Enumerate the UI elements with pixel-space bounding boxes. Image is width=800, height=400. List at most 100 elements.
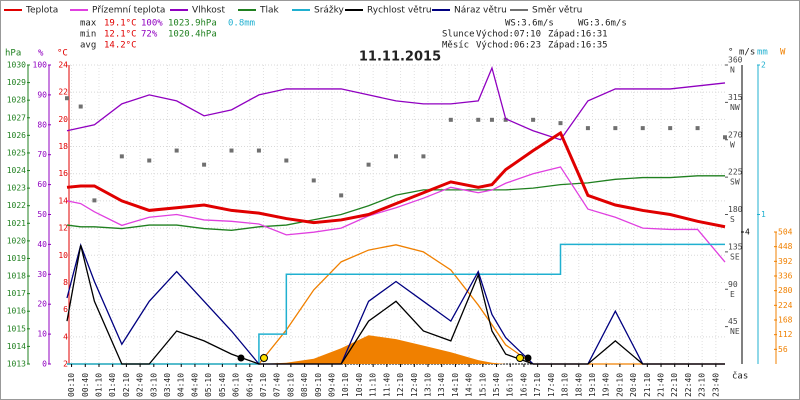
direction-dot [339, 193, 344, 198]
direction-dot [476, 117, 481, 122]
y-tick-label: 1027 [7, 113, 26, 122]
plot [65, 64, 727, 365]
direction-dot [202, 162, 207, 167]
legend-label: Přízemní teplota [92, 6, 165, 16]
y-tick-label: 1023 [7, 184, 26, 193]
stat: avg [80, 41, 96, 51]
x-tick-label: 00:10 [67, 373, 76, 397]
direction-dot [92, 198, 97, 203]
y-tick-label: 225 [728, 168, 743, 177]
direction-dot [421, 154, 426, 159]
y-tick-label: 1025 [7, 148, 26, 157]
y-tick-label: 336 [778, 272, 793, 281]
x-tick-label: 06:40 [245, 373, 254, 397]
y-tick-label: 20 [37, 300, 47, 309]
y-tick-label: 4 [63, 332, 68, 341]
stat: 19.1°C [104, 19, 137, 29]
x-tick-label: 19:40 [602, 373, 611, 397]
direction-dot [366, 162, 371, 167]
y-tick-label: 8 [63, 278, 68, 287]
legend-label: Tlak [259, 6, 280, 16]
x-tick-label: 23:10 [698, 373, 707, 397]
x-tick-label: 21:40 [657, 373, 666, 397]
x-tick-label: 05:40 [218, 373, 227, 397]
y-tick-label: 22 [58, 88, 68, 97]
axis-unit: mm [757, 48, 768, 58]
direction-dot [695, 126, 700, 131]
x-tick-label: 13:10 [423, 373, 432, 397]
direction-dot [78, 104, 83, 109]
x-tick-label: 04:10 [177, 373, 186, 397]
y-tick-label: 360 [728, 56, 743, 65]
x-tick-label: 17:10 [533, 373, 542, 397]
x-tick-label: 08:40 [300, 373, 309, 397]
direction-dot [256, 148, 261, 153]
wind-stat: WG:3.6m/s [578, 19, 627, 29]
x-tick-label: 20:40 [629, 373, 638, 397]
stat: 100% [141, 19, 163, 29]
y-tick-label: 6 [63, 305, 68, 314]
moon-stat: Západ:16:35 [548, 41, 608, 51]
direction-dot [394, 154, 398, 159]
x-tick-label: 00:40 [81, 373, 90, 397]
x-tick-label: 03:10 [149, 373, 158, 397]
legend-label: Rychlost větru [367, 6, 432, 16]
y-tick-label: 10 [37, 330, 47, 339]
y-tick-label: 80 [37, 120, 47, 129]
y-tick-name: SE [730, 252, 740, 261]
y-tick-label: 1016 [7, 307, 26, 316]
x-tick-label: 08:10 [286, 373, 295, 397]
y-tick-name: NW [730, 103, 740, 112]
legend-label: Teplota [25, 6, 58, 16]
y-tick-label: 1029 [7, 78, 26, 87]
x-tick-label: 21:10 [643, 373, 652, 397]
y-tick-name: S [730, 215, 735, 224]
y-tick-label: 1022 [7, 201, 26, 210]
x-tick-label: 10:10 [341, 373, 350, 397]
y-tick-label: 1024 [7, 166, 26, 175]
series-line [66, 166, 726, 263]
axis-unit: % [38, 49, 44, 59]
y-tick-label: 1018 [7, 272, 26, 281]
x-tick-label: 09:40 [328, 373, 337, 397]
y-tick-label: 70 [37, 150, 47, 159]
sunset-icon [516, 354, 524, 362]
precip-line [67, 243, 725, 365]
axis-unit: W [780, 48, 786, 58]
direction-dot [489, 117, 494, 122]
x-tick-label: 07:10 [259, 373, 268, 397]
x-tick-label: 07:40 [273, 373, 282, 397]
y-tick-label: 45 [728, 317, 738, 326]
stat: 1023.9hPa [168, 19, 217, 29]
sun-stat: Slunce [442, 30, 475, 40]
direction-dot [65, 96, 69, 101]
moonrise-icon [237, 354, 245, 362]
y-tick-name: NE [730, 327, 740, 336]
y-tick-label: 168 [778, 316, 793, 325]
stat: 0.8mm [228, 19, 255, 29]
y-tick-label: 270 [728, 130, 743, 139]
y-tick-label: 14 [58, 196, 68, 205]
y-tick-label: 100 [33, 61, 48, 70]
stat: min [80, 30, 96, 40]
y-tick-label: 135 [728, 242, 743, 251]
direction-dot [284, 158, 289, 163]
y-tick-label: 20 [58, 115, 68, 124]
y-tick-label: 280 [778, 286, 793, 295]
wind-stat: WS:3.6m/s [505, 19, 554, 29]
axis-unit: hPa [5, 49, 21, 59]
axis-unit: ° [728, 48, 733, 58]
y-tick-label: 30 [37, 270, 47, 279]
x-tick-label: 15:10 [478, 373, 487, 397]
moonset-icon [524, 354, 532, 362]
direction-dot [558, 121, 563, 126]
axis-unit: m/s [739, 48, 755, 58]
stat: max [80, 19, 97, 29]
y-tick-label: 112 [778, 330, 793, 339]
y-tick-label: 0 [42, 360, 47, 369]
x-tick-label: 22:40 [684, 373, 693, 397]
x-tick-label: 02:40 [136, 373, 145, 397]
y-tick-label: 56 [778, 345, 788, 354]
x-tick-label: 04:40 [190, 373, 199, 397]
